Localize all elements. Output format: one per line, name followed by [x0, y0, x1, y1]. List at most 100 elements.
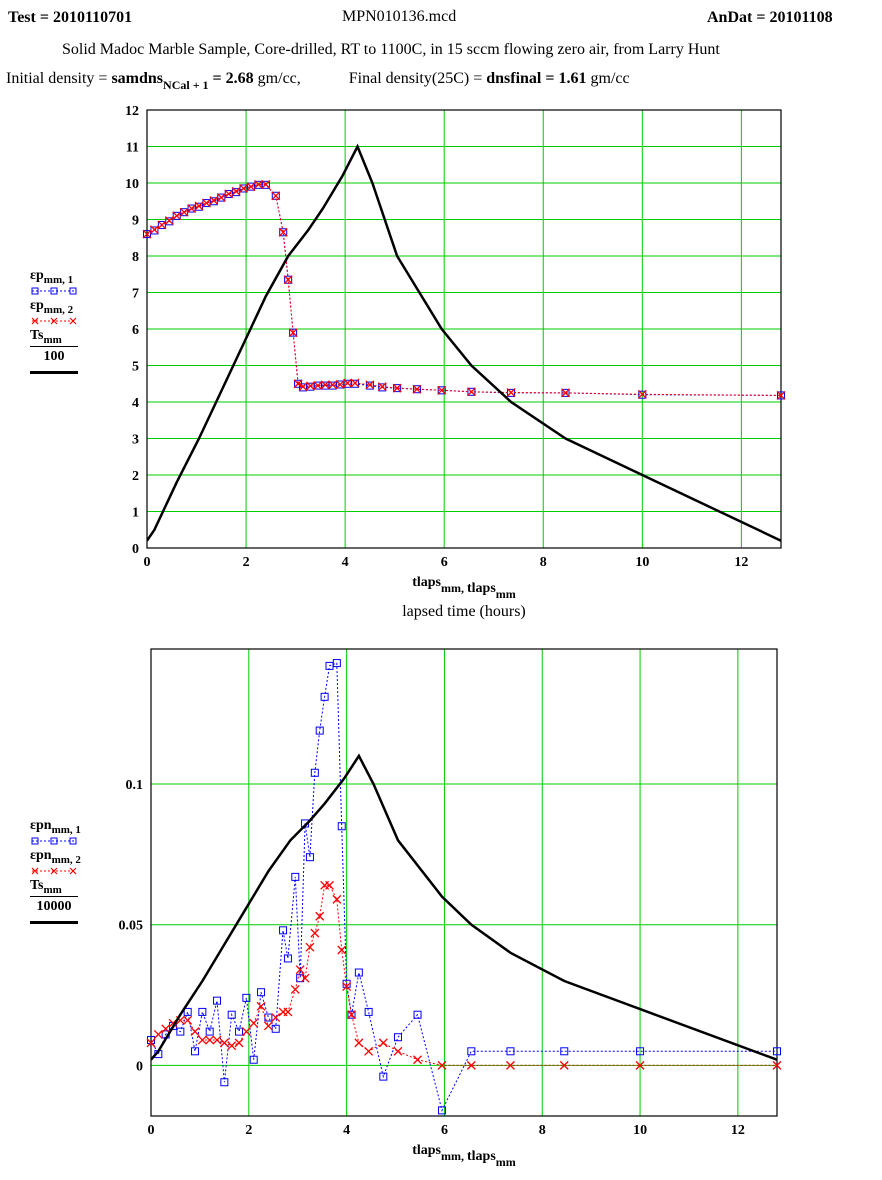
top-series-2-point: [283, 275, 293, 285]
top-y-tick-label: 5: [132, 360, 139, 375]
bottom-series-1-point: [332, 659, 341, 668]
bottom-series-2-point: [290, 984, 300, 994]
top-series-2-point: [466, 387, 476, 397]
bottom-series-1-point: [364, 1007, 373, 1016]
top-series-1-point: [777, 391, 785, 400]
bottom-series-1-point: [773, 1047, 781, 1056]
top-y-tick-label: 4: [132, 396, 139, 411]
top-series-1-point: [412, 385, 421, 394]
top-x-tick-label: 2: [243, 555, 250, 570]
top-x-axis-label: tlapsmm, tlapsmm: [412, 575, 516, 601]
bottom-series-2-point: [190, 1027, 200, 1037]
legend-bottom-s1-marker: [31, 837, 77, 845]
bottom-legend: εpnmm, 1 εpnmm, 2 Tsmm 10000: [30, 818, 81, 924]
top-y-tick-label: 12: [125, 104, 139, 119]
legend-top-s1-marker: [31, 287, 77, 295]
bottom-series-1-point: [235, 1027, 244, 1036]
bottom-plot-frame: [150, 648, 778, 1117]
bottom-series-2-point: [342, 982, 352, 992]
legend-bottom-ts-divisor: 10000: [36, 899, 72, 914]
top-y-tick-label: 2: [132, 469, 139, 484]
final-density-prefix: Final density(25C) =: [348, 70, 483, 87]
density-line: Initial density = samdnsNCal + 1 = 2.68 …: [6, 70, 630, 92]
top-series-1-point: [365, 381, 374, 390]
top-y-tick-label: 3: [132, 433, 139, 448]
top-series-2-point: [506, 388, 516, 397]
top-series-2-point: [412, 384, 422, 394]
top-series-3-line: [147, 143, 781, 542]
bottom-series-1-point: [249, 1055, 258, 1064]
bottom-series-1-point: [264, 1013, 273, 1022]
top-x-tick-label: 8: [540, 555, 547, 570]
bottom-x-tick-label: 0: [148, 1123, 155, 1138]
initial-density-unit: gm/cc,: [257, 70, 301, 87]
top-x-tick-label: 10: [635, 555, 649, 570]
bottom-series-1-point: [191, 1047, 200, 1056]
bottom-x-tick-label: 4: [343, 1123, 350, 1138]
bottom-series-1-point: [198, 1007, 207, 1016]
top-series-2-point: [365, 380, 375, 390]
legend-top-s2: εpmm, 2: [30, 298, 74, 316]
bottom-series-1-point: [437, 1106, 446, 1115]
andat-label: AnDat = 20101108: [707, 9, 833, 26]
bottom-series-2-point: [635, 1060, 645, 1070]
bottom-series-2-point: [413, 1055, 422, 1065]
bottom-series-1-point: [296, 974, 305, 983]
bottom-series-2-point: [772, 1060, 782, 1070]
top-y-tick-label: 9: [132, 214, 139, 229]
top-series-2-line: [147, 184, 781, 396]
bottom-series-1-point: [560, 1047, 569, 1056]
bottom-series-1-point: [213, 996, 222, 1005]
bottom-series-2-point: [241, 1027, 251, 1037]
bottom-series-2-point: [466, 1060, 476, 1070]
bottom-series-2-point: [310, 928, 320, 938]
bottom-series-2-point: [161, 1024, 171, 1034]
top-series-2-point: [253, 180, 263, 189]
bottom-series-2-point: [332, 894, 342, 904]
top-series-2-point: [246, 182, 256, 192]
bottom-x-axis-label: tlapsmm, tlapsmm: [412, 1143, 516, 1169]
bottom-series-2-point: [256, 1001, 266, 1011]
top-series-2-point: [224, 189, 234, 199]
top-series-1-point: [393, 384, 402, 393]
top-series-1-point: [289, 328, 298, 337]
bottom-series-2-point: [234, 1038, 244, 1048]
top-plot-frame: [146, 109, 782, 549]
top-y-tick-label: 6: [132, 323, 139, 338]
bottom-series-1-point: [227, 1010, 236, 1019]
legend-bottom-s1: εpnmm, 1: [30, 818, 81, 836]
bottom-series-2-point: [212, 1035, 222, 1045]
bottom-series-1-point: [220, 1078, 229, 1087]
bottom-series-1-point: [315, 726, 324, 735]
bottom-series-2-point: [506, 1060, 515, 1070]
bottom-series-2-point: [337, 945, 347, 955]
top-series-2-point: [335, 380, 345, 389]
top-series-2-point: [149, 225, 159, 235]
bottom-series-2-point: [300, 973, 310, 983]
top-y-tick-label: 7: [132, 287, 139, 302]
top-series-2-point: [201, 198, 211, 208]
top-series-2-point: [239, 184, 249, 193]
bottom-series-1-point: [379, 1072, 388, 1081]
bottom-series-2-point: [197, 1035, 207, 1045]
bottom-series-1-point: [506, 1047, 515, 1056]
top-series-2-point: [293, 379, 303, 389]
top-x-tick-label: 12: [734, 555, 748, 570]
top-series-2-point: [187, 204, 197, 214]
top-y-tick-label: 0: [132, 542, 139, 557]
top-series-1-point: [261, 180, 270, 189]
top-series-2-point: [377, 382, 387, 392]
initial-density-sub: NCal + 1: [163, 78, 209, 92]
top-y-tick-label: 8: [132, 250, 139, 265]
bottom-series-2-point: [295, 965, 305, 975]
top-series-2-point: [305, 381, 315, 391]
bottom-series-1-line: [151, 662, 777, 1112]
top-series-2-point: [561, 388, 570, 398]
initial-density-var: samdns: [111, 70, 164, 87]
bottom-series-2-point: [393, 1046, 403, 1056]
bottom-series-1-point: [291, 872, 300, 881]
final-density-var: dnsfinal: [486, 70, 542, 87]
top-y-tick-label: 1: [132, 506, 139, 521]
bottom-series-2-point: [437, 1060, 447, 1070]
